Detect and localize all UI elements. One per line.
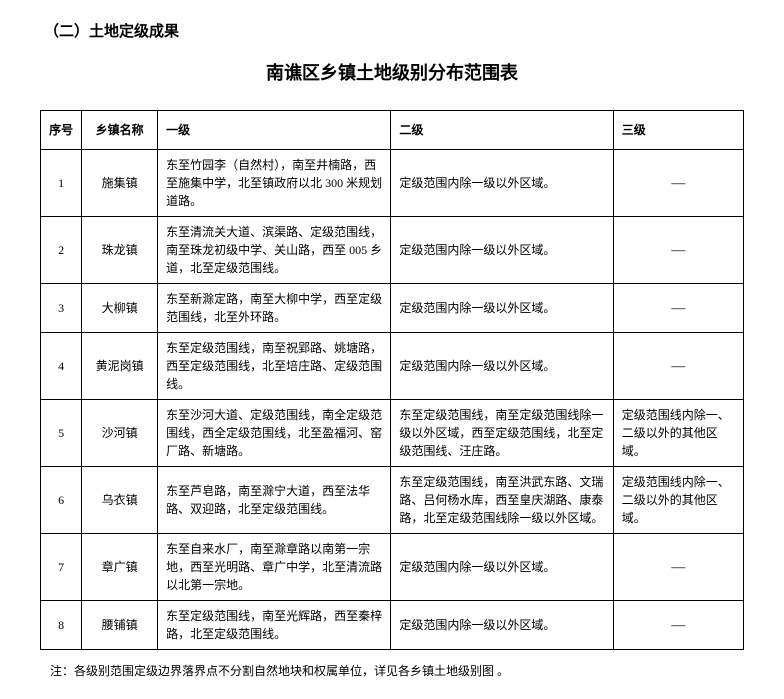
cell-level1: 东至定级范围线，南至祝郢路、姚塘路，西至定级范围线，北至培庄路、定级范围线。 xyxy=(158,333,391,400)
cell-level3: — xyxy=(613,534,743,601)
cell-name: 黄泥岗镇 xyxy=(82,333,158,400)
header-index: 序号 xyxy=(41,111,82,150)
cell-index: 4 xyxy=(41,333,82,400)
cell-level3: — xyxy=(613,601,743,650)
footnote: 注：各级别范围定级边界落界点不分割自然地块和权属单位，详见各乡镇土地级别图 。 xyxy=(50,662,744,679)
cell-name: 珠龙镇 xyxy=(82,217,158,284)
cell-name: 大柳镇 xyxy=(82,284,158,333)
cell-level2: 定级范围内除一级以外区域。 xyxy=(391,284,613,333)
header-level1: 一级 xyxy=(158,111,391,150)
cell-name: 章广镇 xyxy=(82,534,158,601)
cell-level1: 东至芦皂路，南至滁宁大道，西至法华路、双迎路，北至定级范围线。 xyxy=(158,467,391,534)
cell-level1: 东至自来水厂，南至滁章路以南第一宗地，西至光明路、章广中学，北至清流路以北第一宗… xyxy=(158,534,391,601)
cell-level2: 定级范围内除一级以外区域。 xyxy=(391,150,613,217)
cell-level2: 定级范围内除一级以外区域。 xyxy=(391,217,613,284)
cell-level3: 定级范围线内除一、二级以外的其他区域。 xyxy=(613,467,743,534)
cell-level3: — xyxy=(613,284,743,333)
cell-index: 8 xyxy=(41,601,82,650)
cell-name: 沙河镇 xyxy=(82,400,158,467)
table-row: 3 大柳镇 东至新滁定路，南至大柳中学，西至定级范围线，北至外环路。 定级范围内… xyxy=(41,284,744,333)
cell-level1: 东至定级范围线，南至光辉路，西至秦梓路，北至定级范围线。 xyxy=(158,601,391,650)
cell-index: 2 xyxy=(41,217,82,284)
cell-level2: 定级范围内除一级以外区域。 xyxy=(391,333,613,400)
cell-level1: 东至竹园李（自然村），南至井楠路，西至施集中学，北至镇政府以北 300 米规划道… xyxy=(158,150,391,217)
section-heading: （二）土地定级成果 xyxy=(44,20,744,41)
cell-level1: 东至沙河大道、定级范围线，南全定级范围线，西全定级范围线，北至盈福河、窑厂路、新… xyxy=(158,400,391,467)
cell-index: 1 xyxy=(41,150,82,217)
table-row: 1 施集镇 东至竹园李（自然村），南至井楠路，西至施集中学，北至镇政府以北 30… xyxy=(41,150,744,217)
table-row: 6 乌衣镇 东至芦皂路，南至滁宁大道，西至法华路、双迎路，北至定级范围线。 东至… xyxy=(41,467,744,534)
cell-level1: 东至新滁定路，南至大柳中学，西至定级范围线，北至外环路。 xyxy=(158,284,391,333)
table-body: 1 施集镇 东至竹园李（自然村），南至井楠路，西至施集中学，北至镇政府以北 30… xyxy=(41,150,744,650)
header-name: 乡镇名称 xyxy=(82,111,158,150)
cell-level2: 东至定级范围线，南至洪武东路、文瑞路、吕何杨水库，西至皇庆湖路、康泰路，北至定级… xyxy=(391,467,613,534)
cell-index: 7 xyxy=(41,534,82,601)
table-row: 4 黄泥岗镇 东至定级范围线，南至祝郢路、姚塘路，西至定级范围线，北至培庄路、定… xyxy=(41,333,744,400)
cell-name: 乌衣镇 xyxy=(82,467,158,534)
cell-name: 施集镇 xyxy=(82,150,158,217)
cell-level2: 定级范围内除一级以外区域。 xyxy=(391,534,613,601)
table-row: 2 珠龙镇 东至清流关大道、滨渠路、定级范围线，南至珠龙初级中学、关山路，西至 … xyxy=(41,217,744,284)
table-row: 8 腰铺镇 东至定级范围线，南至光辉路，西至秦梓路，北至定级范围线。 定级范围内… xyxy=(41,601,744,650)
cell-level1: 东至清流关大道、滨渠路、定级范围线，南至珠龙初级中学、关山路，西至 005 乡道… xyxy=(158,217,391,284)
header-level2: 二级 xyxy=(391,111,613,150)
land-grade-table: 序号 乡镇名称 一级 二级 三级 1 施集镇 东至竹园李（自然村），南至井楠路，… xyxy=(40,110,744,650)
cell-level3: 定级范围线内除一、二级以外的其他区域。 xyxy=(613,400,743,467)
cell-index: 6 xyxy=(41,467,82,534)
cell-name: 腰铺镇 xyxy=(82,601,158,650)
table-row: 5 沙河镇 东至沙河大道、定级范围线，南全定级范围线，西全定级范围线，北至盈福河… xyxy=(41,400,744,467)
table-title: 南谯区乡镇土地级别分布范围表 xyxy=(40,59,744,85)
table-row: 7 章广镇 东至自来水厂，南至滁章路以南第一宗地，西至光明路、章广中学，北至清流… xyxy=(41,534,744,601)
cell-index: 5 xyxy=(41,400,82,467)
cell-level3: — xyxy=(613,333,743,400)
cell-level2: 定级范围内除一级以外区域。 xyxy=(391,601,613,650)
cell-level3: — xyxy=(613,217,743,284)
table-header-row: 序号 乡镇名称 一级 二级 三级 xyxy=(41,111,744,150)
cell-level3: — xyxy=(613,150,743,217)
cell-level2: 东至定级范围线，南至定级范围线除一级以外区域，西至定级范围线，北至定级范围线、汪… xyxy=(391,400,613,467)
cell-index: 3 xyxy=(41,284,82,333)
header-level3: 三级 xyxy=(613,111,743,150)
